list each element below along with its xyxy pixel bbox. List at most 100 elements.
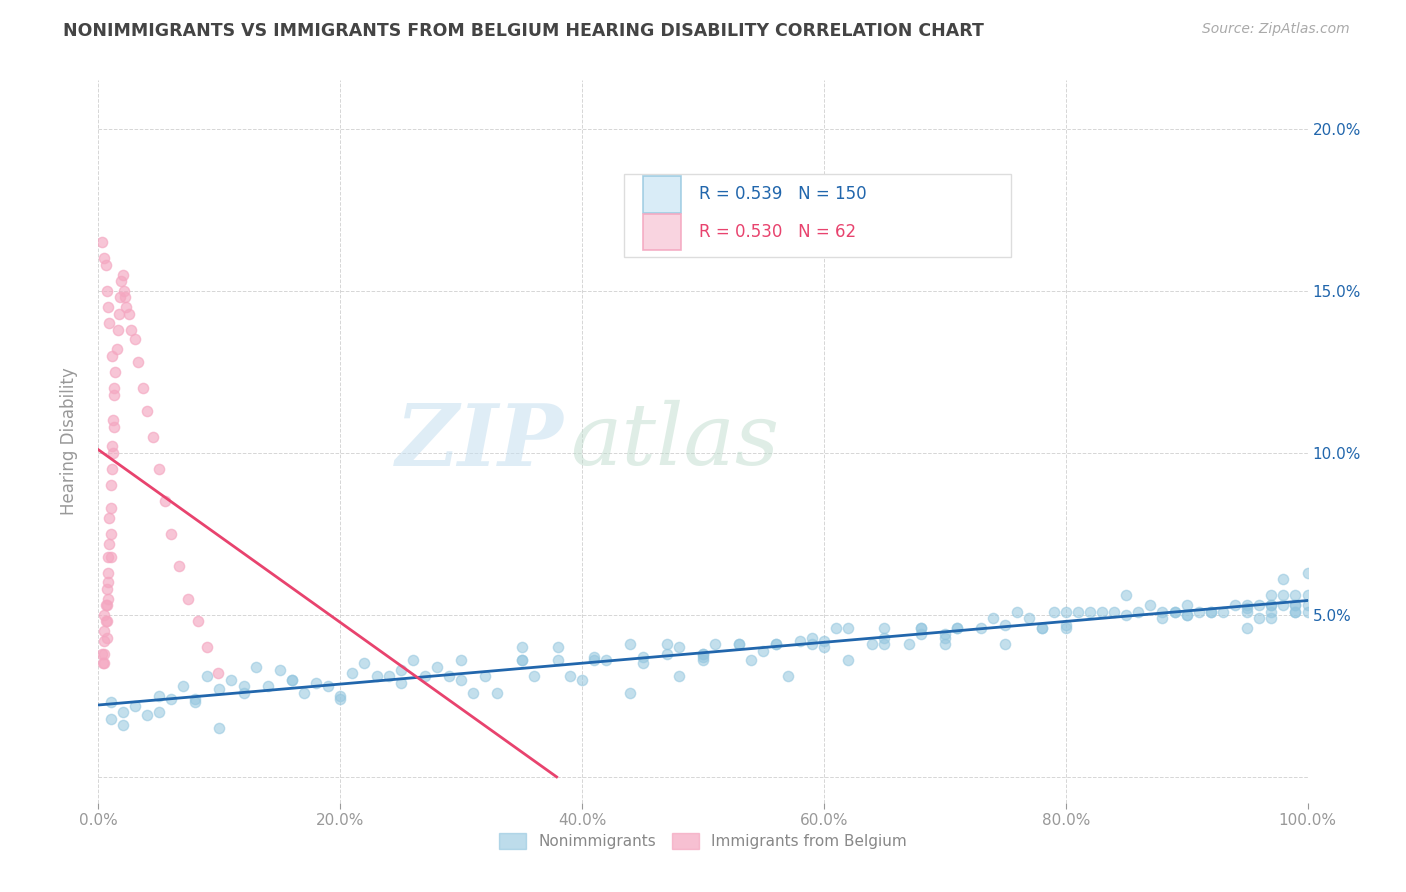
Point xyxy=(1175,598,1198,612)
Point xyxy=(981,611,1004,625)
Point xyxy=(160,692,183,706)
Point xyxy=(1152,605,1174,619)
Point xyxy=(329,692,352,706)
Point xyxy=(800,631,823,645)
Point xyxy=(1249,598,1271,612)
Text: ZIP: ZIP xyxy=(396,400,564,483)
Point xyxy=(98,536,121,550)
Point xyxy=(94,615,117,629)
Point xyxy=(232,686,254,700)
Point xyxy=(195,669,218,683)
Text: atlas: atlas xyxy=(569,401,779,483)
Point xyxy=(450,673,472,687)
Point xyxy=(1115,589,1137,603)
Point xyxy=(1128,605,1150,619)
Point xyxy=(93,647,115,661)
Point xyxy=(269,663,291,677)
Point xyxy=(619,686,641,700)
Point xyxy=(97,591,120,606)
Point xyxy=(305,676,328,690)
Point xyxy=(558,669,581,683)
Point xyxy=(571,673,593,687)
Point xyxy=(1031,621,1053,635)
Point xyxy=(728,637,751,651)
Point xyxy=(860,637,883,651)
Point xyxy=(184,695,207,709)
Point xyxy=(112,284,135,298)
Point xyxy=(208,721,231,735)
Point xyxy=(704,637,727,651)
Point xyxy=(426,659,449,673)
Point xyxy=(523,669,546,683)
Point xyxy=(96,631,118,645)
Point xyxy=(93,607,115,622)
Point xyxy=(1163,605,1185,619)
Point xyxy=(100,462,122,476)
Point xyxy=(97,575,120,590)
Point xyxy=(655,637,678,651)
Point xyxy=(789,633,811,648)
Point xyxy=(103,381,125,395)
Point xyxy=(776,669,799,683)
Point xyxy=(1284,589,1306,603)
Point xyxy=(897,637,920,651)
Point xyxy=(692,647,714,661)
Point xyxy=(184,692,207,706)
Point xyxy=(100,695,122,709)
Point xyxy=(148,689,170,703)
Point xyxy=(177,591,200,606)
Point xyxy=(1272,572,1295,586)
Legend: Nonimmigrants, Immigrants from Belgium: Nonimmigrants, Immigrants from Belgium xyxy=(491,825,915,856)
Point xyxy=(101,413,124,427)
Point xyxy=(1236,605,1258,619)
Point xyxy=(740,653,762,667)
Point xyxy=(1260,598,1282,612)
Point xyxy=(353,657,375,671)
Text: R = 0.539   N = 150: R = 0.539 N = 150 xyxy=(699,186,868,203)
Point xyxy=(100,439,122,453)
Point xyxy=(1199,605,1222,619)
Point xyxy=(97,549,120,564)
Point xyxy=(93,624,115,638)
Point xyxy=(342,666,364,681)
Point xyxy=(108,290,131,304)
Point xyxy=(910,627,932,641)
Point xyxy=(934,637,956,651)
Point xyxy=(316,679,339,693)
Point xyxy=(101,446,124,460)
Point xyxy=(547,640,569,655)
Point xyxy=(148,705,170,719)
Point xyxy=(402,653,425,667)
Point xyxy=(377,669,399,683)
Point xyxy=(668,669,690,683)
Point xyxy=(619,637,641,651)
Point xyxy=(142,430,165,444)
Point xyxy=(1102,605,1125,619)
Point xyxy=(1249,611,1271,625)
Point xyxy=(946,621,969,635)
Point xyxy=(124,333,146,347)
Point xyxy=(104,365,127,379)
Point xyxy=(1284,598,1306,612)
Point xyxy=(1139,598,1161,612)
Point xyxy=(1236,601,1258,615)
Point xyxy=(692,653,714,667)
Point xyxy=(96,582,118,596)
Point xyxy=(135,403,157,417)
Point xyxy=(1018,611,1040,625)
Point xyxy=(93,633,115,648)
Text: Source: ZipAtlas.com: Source: ZipAtlas.com xyxy=(1202,22,1350,37)
Point xyxy=(195,640,218,655)
Point xyxy=(813,640,835,655)
Point xyxy=(108,307,131,321)
Point xyxy=(873,631,896,645)
Point xyxy=(207,666,229,681)
Point xyxy=(389,663,412,677)
Point xyxy=(873,621,896,635)
Point xyxy=(1152,611,1174,625)
Point xyxy=(245,659,267,673)
Point xyxy=(486,686,509,700)
Point xyxy=(1236,621,1258,635)
Y-axis label: Hearing Disability: Hearing Disability xyxy=(59,368,77,516)
Point xyxy=(1188,605,1211,619)
